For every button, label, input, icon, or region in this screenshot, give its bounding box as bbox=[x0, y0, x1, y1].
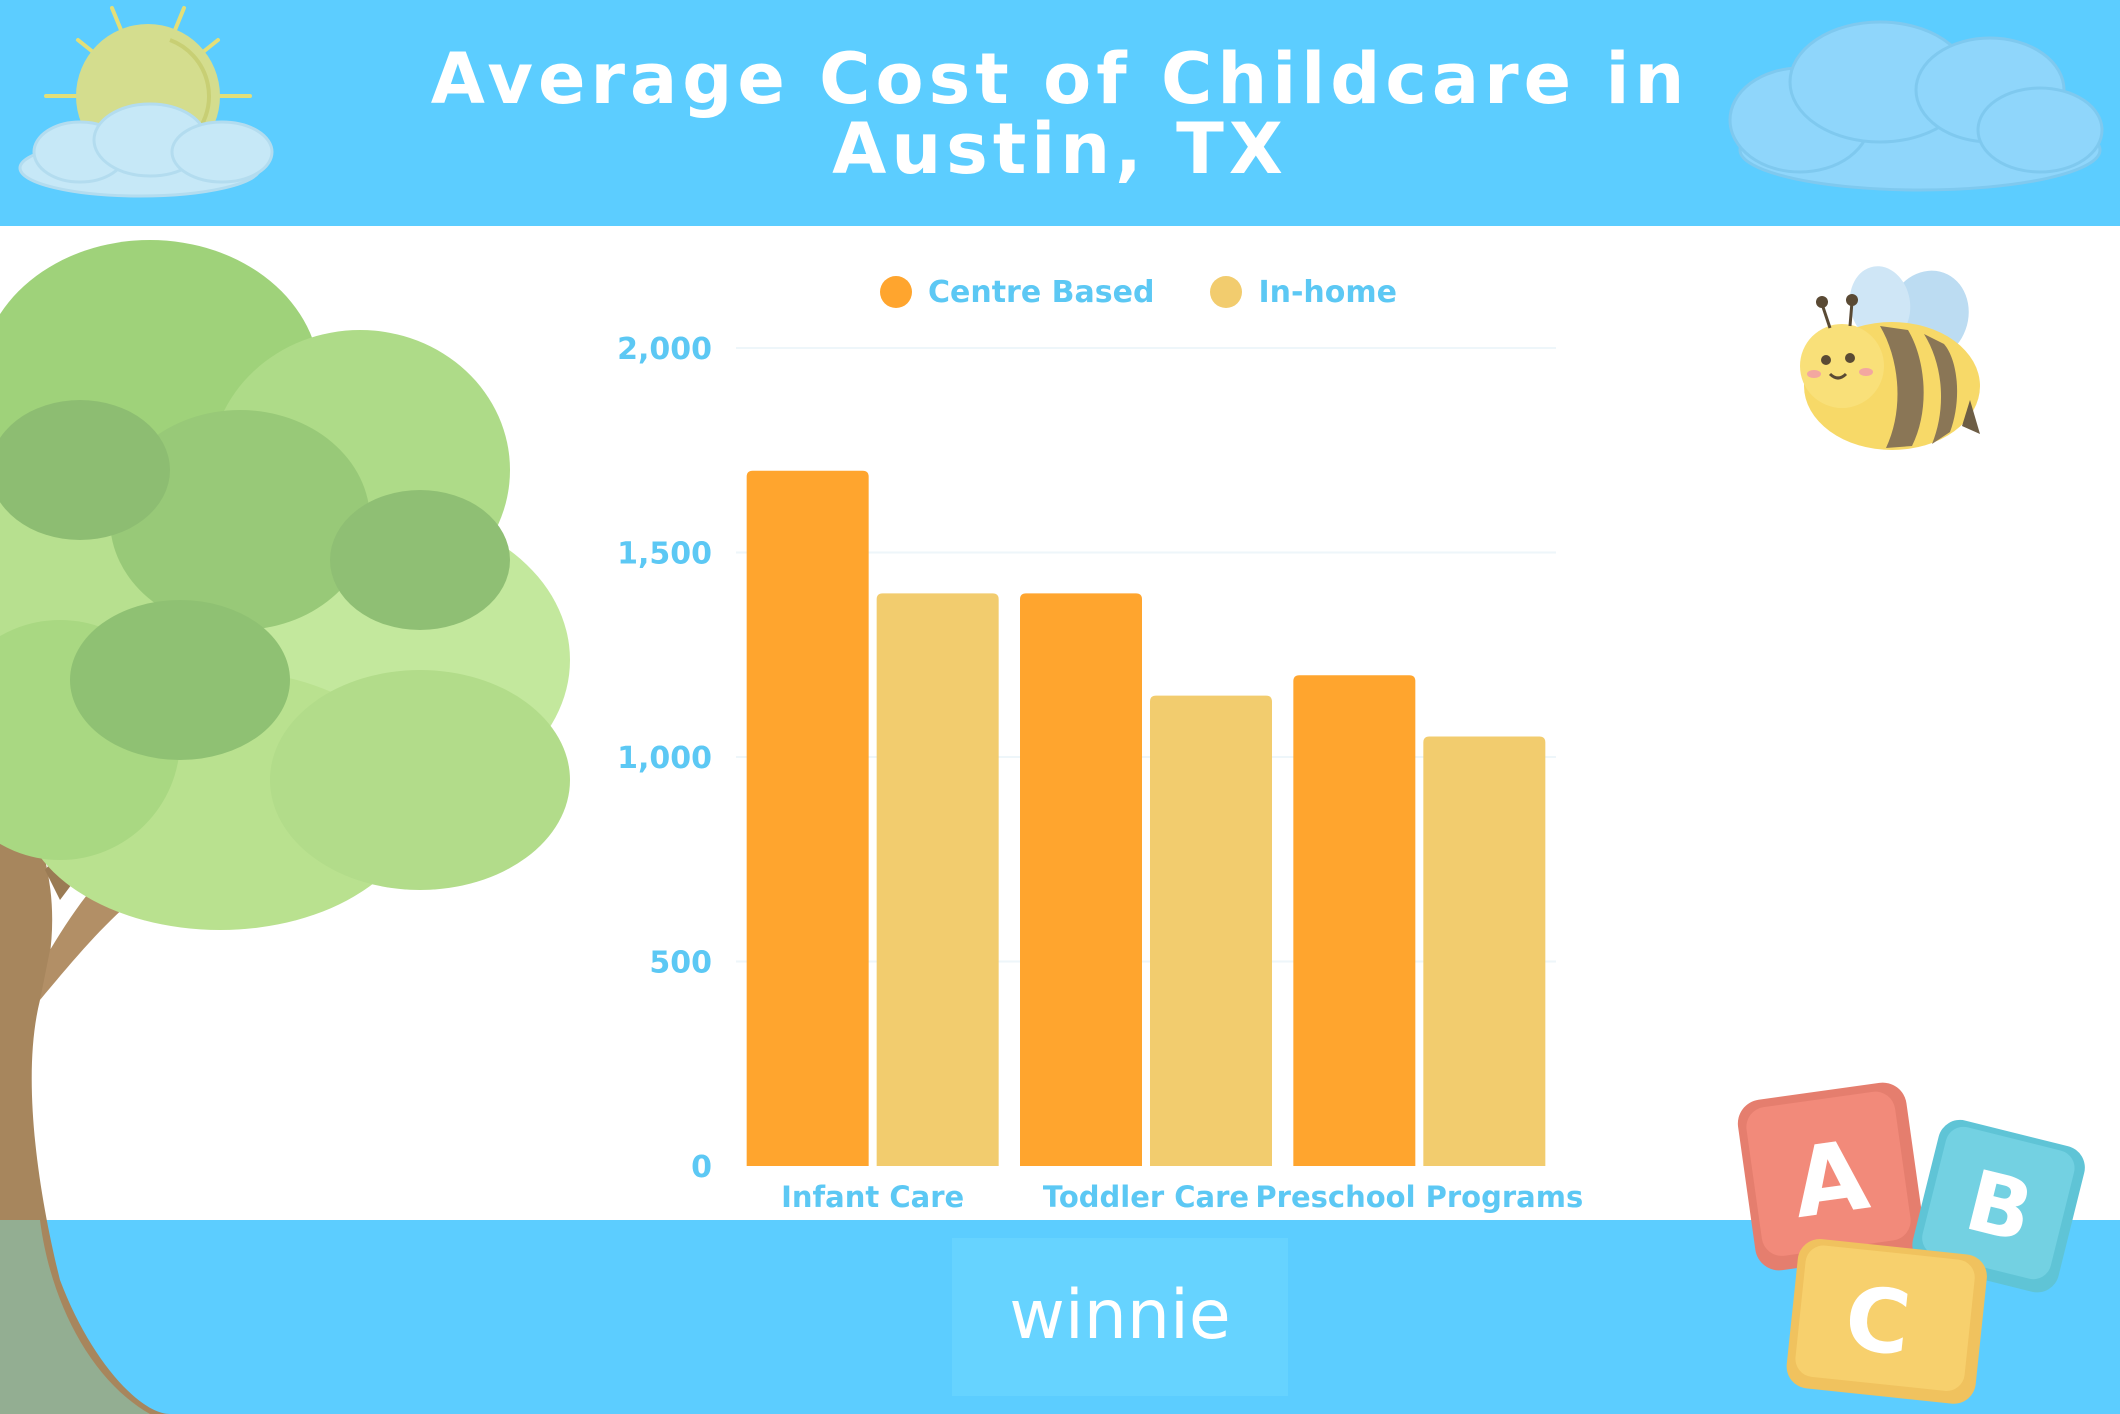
x-tick-label: Preschool Programs bbox=[1255, 1180, 1583, 1214]
y-tick-label: 1,500 bbox=[617, 537, 712, 572]
bee-icon bbox=[1800, 266, 1980, 450]
bar-centre-based bbox=[1020, 593, 1142, 1166]
bar-in-home bbox=[1150, 695, 1272, 1166]
x-tick-label: Infant Care bbox=[781, 1180, 964, 1214]
bar-centre-based bbox=[746, 470, 869, 1166]
chart-gridlines bbox=[736, 347, 1556, 963]
x-axis: Infant Care Toddler Care Preschool Program… bbox=[781, 1180, 1583, 1214]
bar-in-home bbox=[876, 593, 999, 1166]
svg-text:A: A bbox=[1786, 1119, 1875, 1240]
legend-swatch-in-home bbox=[1210, 276, 1243, 308]
bar-centre-based bbox=[1293, 675, 1416, 1166]
cloud-icon bbox=[1728, 20, 2104, 192]
chart-title: Average Cost of Childcare in Austin, TX bbox=[330, 44, 1790, 184]
title-line-1: Average Cost of Childcare in bbox=[430, 38, 1690, 120]
title-line-2: Austin, TX bbox=[832, 108, 1288, 190]
cloud-icon bbox=[18, 102, 274, 198]
x-tick-label: Toddler Care bbox=[1043, 1180, 1249, 1214]
legend-item-in-home: In-home bbox=[1210, 275, 1397, 310]
y-tick-label: 2,000 bbox=[617, 332, 712, 367]
bar-in-home bbox=[1423, 736, 1546, 1166]
brand-box bbox=[952, 1238, 1288, 1396]
y-tick-label: 1,000 bbox=[617, 741, 712, 776]
svg-text:C: C bbox=[1840, 1266, 1915, 1375]
chart-legend: Centre Based In-home bbox=[880, 270, 1453, 314]
legend-item-centre-based: Centre Based bbox=[880, 275, 1154, 310]
y-tick-label: 500 bbox=[649, 946, 712, 981]
y-axis: 0 500 1,000 1,500 2,000 bbox=[617, 332, 712, 1185]
abc-blocks-icon: A B C bbox=[1737, 1082, 2085, 1404]
tree-icon bbox=[0, 240, 570, 1414]
y-tick-label: 0 bbox=[691, 1150, 712, 1185]
brand-logo: winnie bbox=[1009, 1276, 1231, 1355]
legend-label-centre-based: Centre Based bbox=[928, 274, 1155, 310]
legend-swatch-centre-based bbox=[880, 276, 912, 308]
chart-bars bbox=[746, 470, 1546, 1166]
legend-label-in-home: In-home bbox=[1258, 274, 1397, 310]
